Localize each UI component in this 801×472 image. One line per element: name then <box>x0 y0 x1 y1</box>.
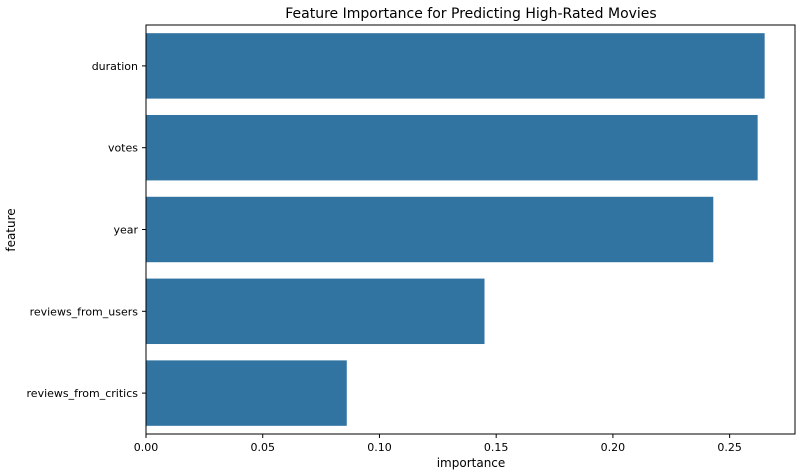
x-tick-label: 0.15 <box>484 441 509 454</box>
y-tick-label: year <box>113 224 138 237</box>
y-axis-label: feature <box>4 208 18 251</box>
y-tick-label: votes <box>108 142 138 155</box>
plot-frame <box>145 24 796 435</box>
y-tick-label: duration <box>92 60 138 73</box>
y-tick-label: reviews_from_users <box>30 305 139 318</box>
x-tick-label: 0.10 <box>367 441 392 454</box>
bar-votes <box>146 114 758 181</box>
y-tick-label: reviews_from_critics <box>27 387 139 400</box>
y-ticks-layer: duration votes year reviews_from_usersrevie… <box>27 60 146 400</box>
bar-duration <box>146 33 765 99</box>
x-ticks-layer: 0.00 0.05 0.10 0.15 0.20 0.25 <box>134 434 742 454</box>
x-tick-label: 0.20 <box>601 441 626 454</box>
bar-reviews-from-users <box>146 278 485 345</box>
x-tick-label: 0.05 <box>250 441 275 454</box>
x-tick-label: 0.25 <box>717 441 742 454</box>
bar-reviews-from-critics <box>146 360 347 426</box>
chart-title: Feature Importance for Predicting High-R… <box>285 6 656 22</box>
bars-layer <box>146 33 765 426</box>
x-tick-label: 0.00 <box>134 441 159 454</box>
x-axis-label: importance <box>437 456 506 470</box>
bar-year <box>146 196 714 263</box>
